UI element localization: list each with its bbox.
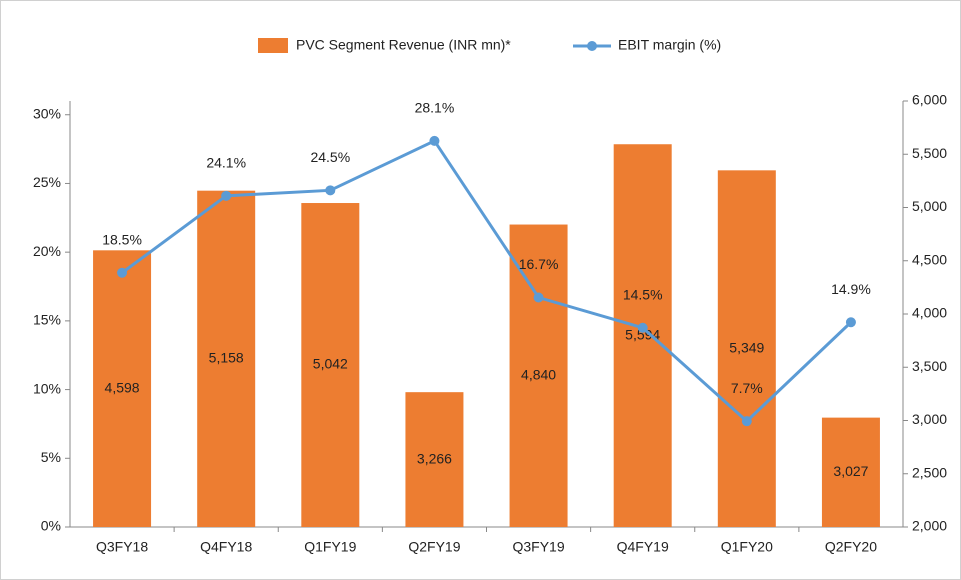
bar-label: 4,598 — [105, 379, 140, 395]
y2-tick-label: 6,000 — [912, 92, 947, 108]
x-tick-label: Q3FY18 — [96, 539, 148, 555]
x-tick-label: Q1FY20 — [721, 539, 773, 555]
bar-label: 5,594 — [625, 326, 660, 342]
bar — [613, 144, 672, 527]
line-label: 14.9% — [831, 281, 871, 297]
y2-tick-label: 2,500 — [912, 464, 947, 480]
line-marker — [845, 317, 856, 328]
bar — [821, 417, 880, 527]
bar — [717, 170, 776, 528]
line-marker — [325, 185, 336, 196]
line-label: 28.1% — [415, 100, 455, 116]
bar — [301, 203, 360, 528]
bar — [509, 224, 568, 528]
bar — [197, 190, 256, 527]
y2-tick-label: 3,000 — [912, 411, 947, 427]
bar — [93, 250, 152, 528]
bar-label: 5,042 — [313, 356, 348, 372]
y-tick-label: 30% — [33, 105, 61, 121]
bar-label: 3,266 — [417, 450, 452, 466]
line-marker — [429, 135, 440, 146]
bar — [405, 392, 464, 527]
y2-tick-label: 5,000 — [912, 198, 947, 214]
line-label: 16.7% — [519, 256, 559, 272]
line-label: 14.5% — [623, 286, 663, 302]
x-tick-label: Q2FY20 — [825, 539, 877, 555]
x-tick-label: Q2FY19 — [408, 539, 460, 555]
bar-label: 4,840 — [521, 366, 556, 382]
y2-tick-label: 4,000 — [912, 305, 947, 321]
y-tick-label: 15% — [33, 312, 61, 328]
legend-marker — [587, 41, 597, 51]
line-marker — [533, 292, 544, 303]
y-tick-label: 25% — [33, 174, 61, 190]
line — [121, 138, 852, 424]
legend-label: EBIT margin (%) — [618, 37, 721, 53]
y2-tick-label: 3,500 — [912, 358, 947, 374]
y-tick-label: 5% — [41, 449, 61, 465]
bar-label: 5,158 — [209, 350, 244, 366]
x-tick-label: Q3FY19 — [512, 539, 564, 555]
line-marker — [117, 267, 128, 278]
y2-tick-label: 2,000 — [912, 518, 947, 534]
legend-label: PVC Segment Revenue (INR mn)* — [296, 37, 511, 53]
legend-swatch — [258, 38, 288, 53]
y-tick-label: 0% — [41, 518, 61, 534]
bar-label: 3,027 — [833, 463, 868, 479]
line-label: 7.7% — [731, 380, 763, 396]
y-tick-label: 20% — [33, 243, 61, 259]
line-marker — [221, 190, 232, 201]
y-tick-label: 10% — [33, 380, 61, 396]
line-marker — [637, 322, 648, 333]
x-tick-label: Q4FY18 — [200, 539, 252, 555]
x-tick-label: Q1FY19 — [304, 539, 356, 555]
line-label: 18.5% — [102, 231, 142, 247]
y2-tick-label: 5,500 — [912, 145, 947, 161]
line-label: 24.5% — [310, 149, 350, 165]
y2-tick-label: 4,500 — [912, 251, 947, 267]
line-label: 24.1% — [206, 155, 246, 171]
line-marker — [741, 416, 752, 427]
bar-label: 5,349 — [729, 339, 764, 355]
x-tick-label: Q4FY19 — [617, 539, 669, 555]
